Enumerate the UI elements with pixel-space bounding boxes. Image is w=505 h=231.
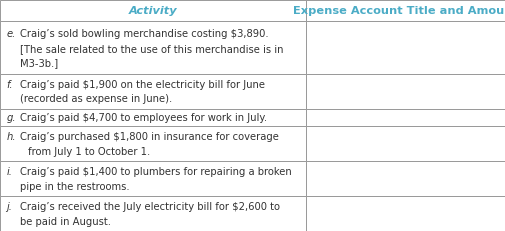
Text: (recorded as expense in June).: (recorded as expense in June). <box>20 94 172 104</box>
Text: pipe in the restrooms.: pipe in the restrooms. <box>20 182 130 192</box>
Bar <box>0 196 306 231</box>
Bar <box>0 126 306 161</box>
Text: Craig’s purchased $1,800 in insurance for coverage: Craig’s purchased $1,800 in insurance fo… <box>20 132 279 142</box>
Text: Activity: Activity <box>128 6 177 15</box>
Bar <box>306 73 505 109</box>
Bar <box>306 0 505 21</box>
Bar <box>0 0 306 21</box>
Bar <box>0 109 306 126</box>
Bar <box>0 21 306 73</box>
Text: Expense Account Title and Amount: Expense Account Title and Amount <box>293 6 505 15</box>
Text: Craig’s sold bowling merchandise costing $3,890.: Craig’s sold bowling merchandise costing… <box>20 30 269 40</box>
Bar <box>306 196 505 231</box>
Bar <box>306 126 505 161</box>
Text: Craig’s paid $1,400 to plumbers for repairing a broken: Craig’s paid $1,400 to plumbers for repa… <box>20 167 292 177</box>
Text: i.: i. <box>7 167 13 177</box>
Text: g.: g. <box>7 113 16 123</box>
Bar <box>306 21 505 73</box>
Text: Craig’s received the July electricity bill for $2,600 to: Craig’s received the July electricity bi… <box>20 202 280 212</box>
Bar <box>306 109 505 126</box>
Text: Craig’s paid $4,700 to employees for work in July.: Craig’s paid $4,700 to employees for wor… <box>20 113 267 123</box>
Text: [The sale related to the use of this merchandise is in: [The sale related to the use of this mer… <box>20 44 284 54</box>
Text: j.: j. <box>7 202 13 212</box>
Text: h.: h. <box>7 132 16 142</box>
Text: M3-3b.]: M3-3b.] <box>20 58 58 68</box>
Bar <box>306 161 505 196</box>
Text: e.: e. <box>7 30 16 40</box>
Text: Craig’s paid $1,900 on the electricity bill for June: Craig’s paid $1,900 on the electricity b… <box>20 80 265 90</box>
Bar <box>0 161 306 196</box>
Text: be paid in August.: be paid in August. <box>20 217 111 227</box>
Text: f.: f. <box>7 80 13 90</box>
Text: from July 1 to October 1.: from July 1 to October 1. <box>28 147 150 157</box>
Bar <box>0 73 306 109</box>
